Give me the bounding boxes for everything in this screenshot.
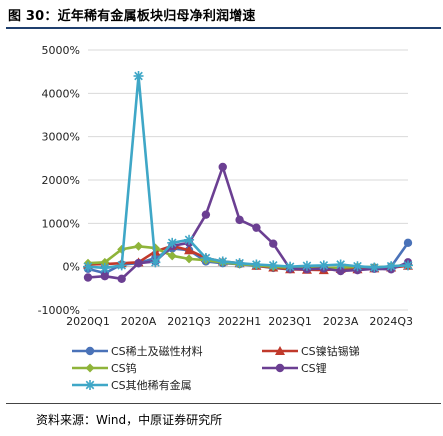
data-point [83, 273, 93, 282]
footer-rule [6, 403, 441, 404]
legend-item: CS稀土及磁性材料 [72, 344, 203, 358]
data-point [201, 210, 211, 219]
data-point [116, 260, 127, 271]
data-point [335, 259, 346, 270]
series-line [87, 74, 409, 270]
legend-item: CS钨 [72, 362, 137, 375]
data-point [100, 257, 110, 267]
legend-label: CS钨 [111, 362, 137, 375]
data-point [318, 260, 329, 271]
x-tick-label: 2020A [121, 315, 157, 328]
x-tick-label: 2021Q3 [167, 315, 211, 328]
legend-marker [275, 363, 285, 373]
legend-item: CS锂 [262, 361, 327, 375]
series-layer [83, 71, 413, 283]
data-point [83, 261, 93, 272]
legend-item: CS镍钴锡锑 [262, 344, 360, 358]
data-point [403, 260, 413, 271]
data-point [184, 245, 195, 255]
data-point [285, 261, 296, 272]
data-point [252, 223, 261, 232]
data-point [117, 274, 126, 283]
data-point [369, 262, 380, 273]
x-tick-label: 2022H1 [218, 315, 261, 328]
figure-title: 图 30：近年稀有金属板块归母净利润增速 [8, 9, 256, 24]
data-point [336, 266, 345, 276]
legend-label: CS稀土及磁性材料 [111, 344, 203, 358]
legend-label: CS其他稀有金属 [111, 378, 192, 392]
data-point [301, 260, 312, 271]
y-tick-label: 3000% [42, 131, 80, 144]
data-point [268, 260, 279, 271]
data-point [134, 241, 144, 251]
x-tick-label: 2023Q1 [268, 315, 312, 328]
data-point [184, 254, 194, 264]
series-4 [83, 71, 413, 273]
data-point [251, 259, 262, 270]
legend: CS稀土及磁性材料 CS镍钴锡锑 CS钨 CS锂 CS其他稀有金属 [72, 344, 360, 392]
source-note: 资料来源：Wind，中原证券研究所 [36, 413, 223, 427]
data-point [352, 261, 363, 272]
data-point [403, 238, 413, 248]
legend-marker [275, 346, 285, 355]
data-point [100, 272, 110, 281]
data-point [167, 251, 177, 261]
x-tick-label: 2023A [323, 315, 359, 328]
x-tick-label: 2020Q1 [66, 315, 110, 328]
data-point [234, 258, 245, 269]
data-point [269, 239, 278, 248]
data-point [217, 256, 228, 267]
y-tick-label: 5000% [42, 44, 80, 57]
data-point [150, 257, 161, 268]
data-point [386, 261, 397, 272]
data-point [99, 262, 110, 273]
legend-label: CS锂 [301, 361, 327, 375]
y-tick-label: 4000% [42, 87, 80, 100]
legend-marker [85, 380, 95, 390]
y-tick-label: 0% [63, 261, 80, 274]
title-rule [6, 27, 441, 29]
y-tick-label: -1000% [38, 304, 80, 317]
data-point [167, 237, 178, 248]
data-point [235, 215, 244, 225]
data-point [133, 71, 144, 81]
x-tick-label: 2024Q3 [369, 315, 413, 328]
data-point [184, 234, 195, 245]
series-0 [83, 238, 413, 278]
legend-marker [85, 363, 95, 373]
legend-item: CS其他稀有金属 [72, 378, 192, 392]
legend-marker [85, 346, 95, 356]
legend-label: CS镍钴锡锑 [301, 344, 360, 358]
data-point [134, 259, 143, 268]
y-tick-label: 1000% [42, 217, 80, 230]
axis-layer: -1000% 0% 1000% 2000% 3000% 4000% 5000% 2020Q1 2… [38, 44, 413, 328]
y-tick-label: 2000% [42, 174, 80, 187]
data-point [218, 162, 227, 172]
data-point [200, 253, 211, 263]
